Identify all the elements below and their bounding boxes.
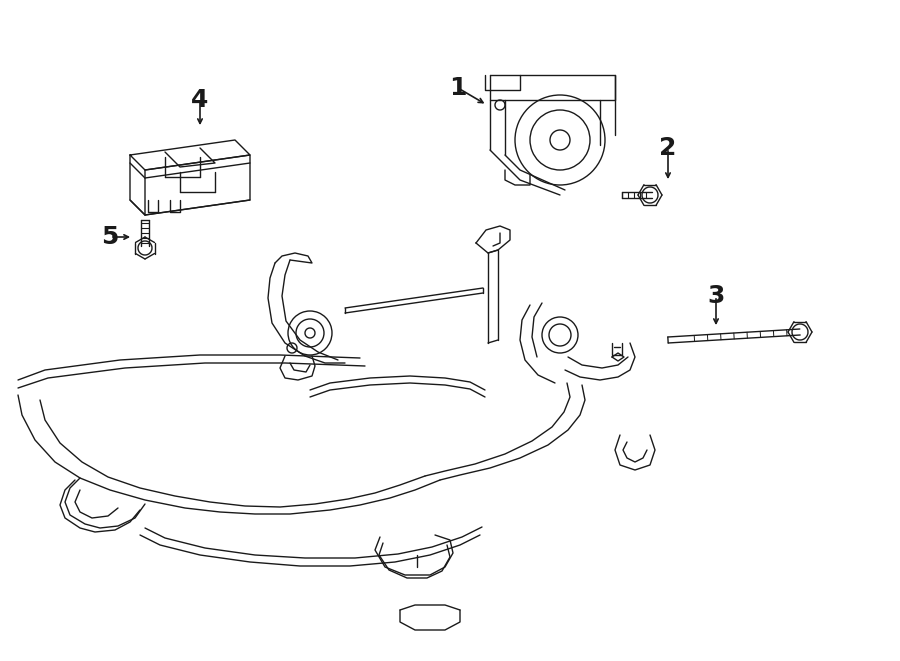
Text: 5: 5 (102, 225, 119, 249)
Text: 4: 4 (192, 88, 209, 112)
Text: 2: 2 (660, 136, 677, 160)
Text: 1: 1 (449, 76, 467, 100)
Text: 3: 3 (707, 284, 724, 308)
